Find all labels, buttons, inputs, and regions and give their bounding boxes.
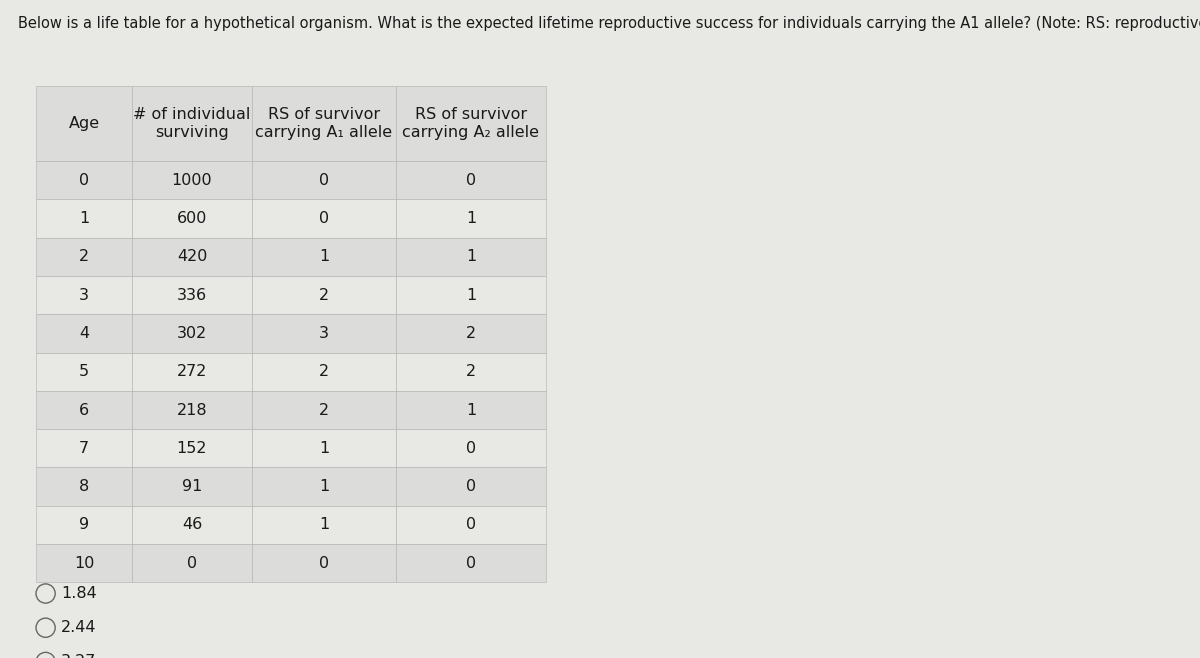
Text: 5: 5 bbox=[79, 365, 89, 379]
Text: 1: 1 bbox=[466, 288, 476, 303]
Text: 2: 2 bbox=[319, 403, 329, 418]
Text: 1: 1 bbox=[319, 517, 329, 532]
Text: 1.84: 1.84 bbox=[61, 586, 97, 601]
Text: 2: 2 bbox=[319, 365, 329, 379]
Text: 152: 152 bbox=[176, 441, 208, 456]
Text: RS of survivor
carrying A₁ allele: RS of survivor carrying A₁ allele bbox=[256, 107, 392, 139]
Text: 0: 0 bbox=[466, 556, 476, 570]
Text: 2: 2 bbox=[466, 365, 476, 379]
Text: 336: 336 bbox=[176, 288, 208, 303]
Text: 0: 0 bbox=[466, 479, 476, 494]
Text: 4: 4 bbox=[79, 326, 89, 341]
Text: 3.27: 3.27 bbox=[61, 655, 96, 658]
Text: 1: 1 bbox=[466, 403, 476, 418]
Text: 6: 6 bbox=[79, 403, 89, 418]
Text: RS of survivor
carrying A₂ allele: RS of survivor carrying A₂ allele bbox=[402, 107, 540, 139]
Text: 1: 1 bbox=[466, 249, 476, 265]
Text: 218: 218 bbox=[176, 403, 208, 418]
Text: 302: 302 bbox=[176, 326, 208, 341]
Text: 2: 2 bbox=[79, 249, 89, 265]
Text: 2: 2 bbox=[319, 288, 329, 303]
Text: 1: 1 bbox=[79, 211, 89, 226]
Text: 0: 0 bbox=[319, 173, 329, 188]
Text: 0: 0 bbox=[187, 556, 197, 570]
Text: 1000: 1000 bbox=[172, 173, 212, 188]
Text: 3: 3 bbox=[79, 288, 89, 303]
Text: 0: 0 bbox=[466, 441, 476, 456]
Text: 1: 1 bbox=[319, 479, 329, 494]
Text: 600: 600 bbox=[176, 211, 208, 226]
Text: 46: 46 bbox=[182, 517, 202, 532]
Text: 420: 420 bbox=[176, 249, 208, 265]
Text: 91: 91 bbox=[182, 479, 202, 494]
Text: Age: Age bbox=[68, 116, 100, 131]
Text: 1: 1 bbox=[319, 249, 329, 265]
Text: 1: 1 bbox=[466, 211, 476, 226]
Text: 2.44: 2.44 bbox=[61, 620, 96, 635]
Text: 7: 7 bbox=[79, 441, 89, 456]
Text: 0: 0 bbox=[466, 517, 476, 532]
Text: 9: 9 bbox=[79, 517, 89, 532]
Text: 0: 0 bbox=[319, 211, 329, 226]
Text: Below is a life table for a hypothetical organism. What is the expected lifetime: Below is a life table for a hypothetical… bbox=[18, 16, 1200, 32]
Text: 8: 8 bbox=[79, 479, 89, 494]
Text: 1: 1 bbox=[319, 441, 329, 456]
Text: # of individual
surviving: # of individual surviving bbox=[133, 107, 251, 139]
Text: 272: 272 bbox=[176, 365, 208, 379]
Text: 0: 0 bbox=[79, 173, 89, 188]
Text: 2: 2 bbox=[466, 326, 476, 341]
Text: 10: 10 bbox=[74, 556, 94, 570]
Text: 3: 3 bbox=[319, 326, 329, 341]
Text: 0: 0 bbox=[319, 556, 329, 570]
Text: 0: 0 bbox=[466, 173, 476, 188]
